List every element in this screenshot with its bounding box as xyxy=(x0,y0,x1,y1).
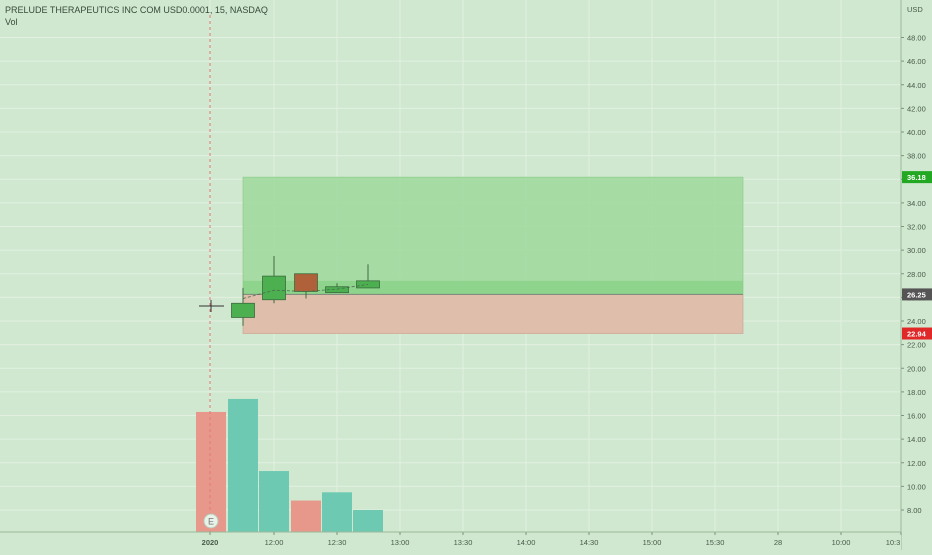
candle-body-1 xyxy=(231,302,255,318)
price-tick-label: 22.00 xyxy=(907,341,926,350)
time-tick-label: 28 xyxy=(774,538,782,547)
price-tick-label: 18.00 xyxy=(907,388,926,397)
stop-price-badge: 22.94 xyxy=(907,330,927,339)
price-tick-label: 8.00 xyxy=(907,506,922,515)
entry-price-badge: 26.25 xyxy=(907,290,926,299)
price-tick-label: 40.00 xyxy=(907,128,926,137)
volume-bar-1 xyxy=(196,411,226,532)
price-tick-label: 14.00 xyxy=(907,435,926,444)
position-path xyxy=(242,283,369,299)
time-tick-label: 2020 xyxy=(202,538,219,547)
stop-price-badge-bg xyxy=(902,327,932,340)
profit-fill xyxy=(243,280,743,295)
time-axis-bg xyxy=(0,532,901,550)
price-tick-label: 30.00 xyxy=(907,246,926,255)
time-axis[interactable]: 2020 12:00 12:30 13:00 13:30 14:00 14:30 15:00 1… xyxy=(0,531,902,550)
time-tick-label: 12:00 xyxy=(265,538,284,547)
price-tick-label: 44.00 xyxy=(907,81,926,90)
markers: E xyxy=(199,15,224,532)
time-tick-label: 15:00 xyxy=(643,538,662,547)
price-tick-label: 10.00 xyxy=(907,482,926,491)
target-price-badge: 36.18 xyxy=(907,173,926,182)
time-tick-label: 14:00 xyxy=(517,538,536,547)
time-tick-label: 13:00 xyxy=(391,538,410,547)
price-axis[interactable]: USD 8.00 10.00 12.00 14.00 16.00 18.00 20.00 22.… xyxy=(900,0,932,550)
event-marker-label: E xyxy=(208,517,214,527)
chart-legend: PRELUDE THERAPEUTICS INC COM USD0.0001, … xyxy=(5,4,268,28)
time-tick-label: 14:30 xyxy=(580,538,599,547)
price-tick-label: 48.00 xyxy=(907,34,926,43)
price-tick-label: 42.00 xyxy=(907,104,926,113)
time-tick-label: 15:30 xyxy=(706,538,725,547)
price-tick-label: 12.00 xyxy=(907,459,926,468)
candle-body-2 xyxy=(262,275,286,301)
volume-bars xyxy=(196,398,383,532)
price-tick-label: 16.00 xyxy=(907,412,926,421)
volume-bar-3 xyxy=(259,471,289,532)
price-tick-label: 20.00 xyxy=(907,364,926,373)
price-axis-unit: USD xyxy=(907,5,923,14)
price-tick-label: 24.00 xyxy=(907,317,926,326)
price-axis-bg xyxy=(901,0,932,550)
target-zone xyxy=(242,176,744,295)
volume-bar-5 xyxy=(322,492,352,532)
price-tick-label: 32.00 xyxy=(907,223,926,232)
price-tick-label: 46.00 xyxy=(907,57,926,66)
volume-indicator-label[interactable]: Vol xyxy=(5,17,18,27)
candle-body-3 xyxy=(294,273,318,292)
volume-bar-2 xyxy=(228,398,258,532)
long-position-tool[interactable] xyxy=(242,176,744,334)
price-tick-label: 28.00 xyxy=(907,270,926,279)
symbol-title[interactable]: PRELUDE THERAPEUTICS INC COM USD0.0001, … xyxy=(5,5,268,15)
target-price-badge-bg xyxy=(902,171,932,184)
price-tick-label: 34.00 xyxy=(907,199,926,208)
time-tick-label: 12:30 xyxy=(328,538,347,547)
volume-bar-6 xyxy=(353,510,383,532)
stop-zone xyxy=(242,294,744,334)
candle-body-5 xyxy=(356,280,380,289)
volume-bar-4 xyxy=(291,500,321,532)
entry-price-badge-bg xyxy=(902,288,932,301)
candles xyxy=(231,256,380,326)
time-tick-label: 13:30 xyxy=(454,538,473,547)
time-tick-label: 10:3 xyxy=(886,538,901,547)
price-tick-label: 38.00 xyxy=(907,152,926,161)
event-marker xyxy=(203,513,219,529)
candle-body-4 xyxy=(325,286,349,294)
time-tick-label: 10:00 xyxy=(832,538,851,547)
